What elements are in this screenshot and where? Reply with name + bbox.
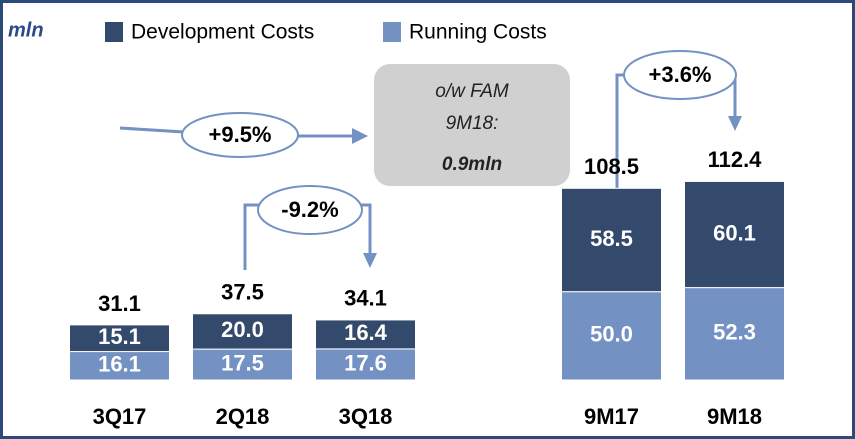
- callout-text: o/w FAM: [435, 81, 509, 102]
- legend-label: Running Costs: [409, 21, 547, 44]
- value-label: 20.0: [221, 317, 264, 342]
- growth-label: -9.2%: [281, 197, 338, 222]
- bar-segment: [69, 351, 170, 381]
- legend-swatch: [105, 22, 123, 42]
- arrow-head: [352, 116, 742, 268]
- total-label: 31.1: [98, 291, 141, 316]
- legend-label: Development Costs: [131, 21, 314, 44]
- bar-segment: [192, 313, 293, 350]
- callout-text: 0.9mln: [442, 154, 502, 175]
- x-tick-label: 3Q17: [93, 404, 147, 429]
- bar-segment: [69, 324, 170, 353]
- value-label: 52.3: [713, 320, 756, 345]
- badge: [181, 50, 737, 235]
- value-label: 17.5: [221, 350, 264, 375]
- growth-label: +9.5%: [209, 122, 272, 147]
- callout-box: [374, 64, 570, 186]
- bar-segment: [561, 187, 662, 293]
- bar-segment: [561, 291, 662, 381]
- bar-segment: [684, 287, 785, 381]
- bar-segment: [315, 319, 416, 350]
- total-label: 108.5: [584, 154, 639, 179]
- growth-label: +3.6%: [649, 62, 712, 87]
- legend-swatch: [383, 22, 401, 42]
- value-label: 60.1: [713, 220, 756, 245]
- unit-label: mln: [8, 19, 44, 41]
- value-label: 15.1: [98, 324, 141, 349]
- bar-segment: [684, 180, 785, 289]
- x-tick-label: 2Q18: [216, 404, 270, 429]
- callout-text: 9M18:: [446, 113, 499, 134]
- value-label: 50.0: [590, 322, 633, 347]
- total-label: 112.4: [708, 147, 763, 172]
- value-label: 17.6: [344, 350, 387, 375]
- x-tick-label: 9M17: [584, 404, 639, 429]
- value-label: 16.4: [344, 320, 388, 345]
- total-label: 34.1: [344, 286, 387, 311]
- value-label: 58.5: [590, 226, 633, 251]
- total-label: 37.5: [221, 280, 264, 305]
- x-tick-label: 3Q18: [339, 404, 393, 429]
- value-label: 16.1: [98, 352, 141, 377]
- x-tick-label: 9M18: [707, 404, 762, 429]
